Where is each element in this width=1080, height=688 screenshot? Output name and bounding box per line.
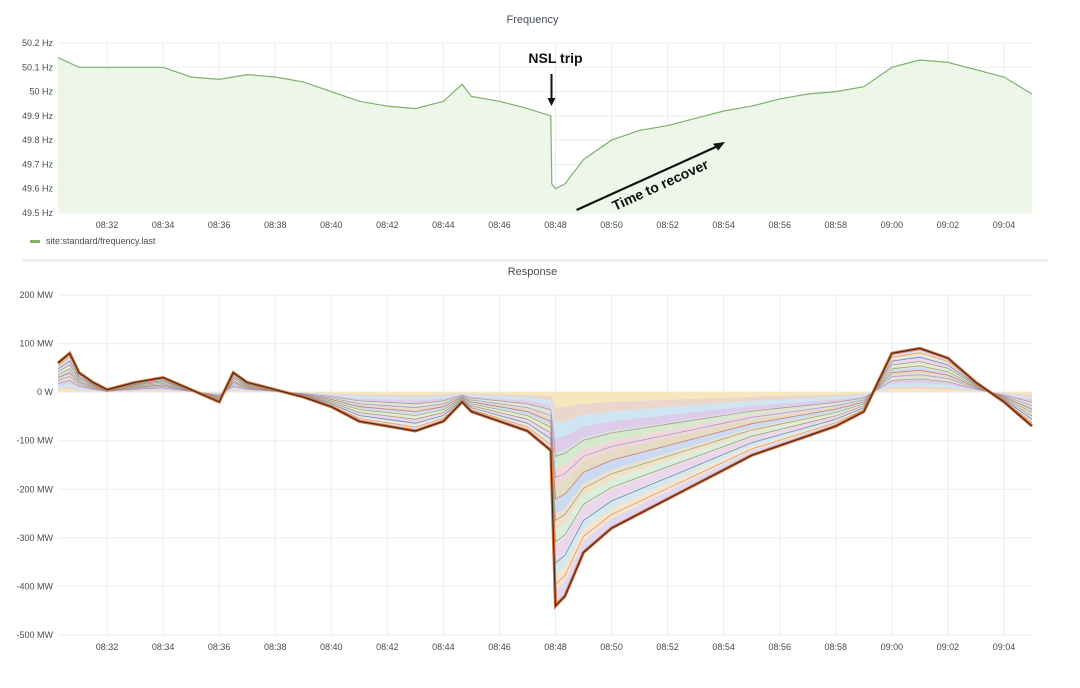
response-series-line xyxy=(57,374,1033,479)
response-x-tick-label: 08:58 xyxy=(825,642,848,652)
response-band xyxy=(58,389,1032,408)
frequency-y-tick-label: 49.5 Hz xyxy=(22,208,54,218)
response-x-tick-label: 09:00 xyxy=(881,642,904,652)
response-x-tick-label: 08:42 xyxy=(376,642,399,652)
response-y-tick-label: 200 MW xyxy=(19,290,53,300)
response-x-tick-label: 08:38 xyxy=(264,642,287,652)
frequency-y-tick-label: 50.1 Hz xyxy=(22,62,54,72)
response-x-tick-label: 09:04 xyxy=(993,642,1016,652)
response-series-line xyxy=(57,378,1033,457)
frequency-x-tick-label: 08:58 xyxy=(825,220,848,230)
frequency-x-tick-label: 08:54 xyxy=(712,220,735,230)
response-series-line xyxy=(57,365,1033,522)
frequency-y-tick-label: 50.2 Hz xyxy=(22,38,54,48)
frequency-x-tick-label: 09:02 xyxy=(937,220,960,230)
response-x-tick-label: 08:34 xyxy=(152,642,175,652)
annotation-arrow-down-head xyxy=(547,98,556,106)
frequency-chart-title: Frequency xyxy=(506,14,559,26)
panel-divider xyxy=(22,259,1048,262)
frequency-x-tick-label: 08:48 xyxy=(544,220,567,230)
response-total-line xyxy=(57,347,1033,608)
frequency-x-tick-label: 09:00 xyxy=(881,220,904,230)
response-y-tick-label: -400 MW xyxy=(16,581,53,591)
response-x-tick-label: 08:40 xyxy=(320,642,343,652)
response-x-tick-label: 08:32 xyxy=(96,642,119,652)
frequency-x-tick-label: 08:32 xyxy=(96,220,119,230)
frequency-y-tick-label: 49.8 Hz xyxy=(22,135,54,145)
legend-swatch xyxy=(30,239,40,243)
frequency-x-tick-label: 08:38 xyxy=(264,220,287,230)
annotation-arrow-recover-head xyxy=(712,142,725,151)
frequency-x-tick-label: 08:56 xyxy=(768,220,791,230)
frequency-x-tick-label: 08:46 xyxy=(488,220,511,230)
frequency-x-tick-label: 09:04 xyxy=(993,220,1016,230)
frequency-series-line xyxy=(57,57,1033,190)
response-x-tick-label: 08:50 xyxy=(600,642,623,652)
frequency-y-tick-label: 49.7 Hz xyxy=(22,159,54,169)
response-x-tick-label: 08:52 xyxy=(656,642,679,652)
response-y-tick-label: -200 MW xyxy=(16,484,53,494)
response-x-tick-label: 08:56 xyxy=(768,642,791,652)
response-x-tick-label: 08:54 xyxy=(712,642,735,652)
response-x-tick-label: 08:48 xyxy=(544,642,567,652)
response-y-tick-label: 0 W xyxy=(37,387,54,397)
annotation-nsl-trip: NSL trip xyxy=(528,50,582,66)
response-x-tick-label: 08:44 xyxy=(432,642,455,652)
frequency-legend[interactable]: site:standard/frequency.last xyxy=(30,236,155,246)
response-series-line xyxy=(57,369,1033,500)
annotation-arrow-recover xyxy=(576,144,720,212)
legend-label: site:standard/frequency.last xyxy=(46,236,156,246)
frequency-x-tick-label: 08:36 xyxy=(208,220,231,230)
response-x-tick-label: 08:36 xyxy=(208,642,231,652)
response-chart-title: Response xyxy=(507,266,558,278)
frequency-x-tick-label: 08:42 xyxy=(376,220,399,230)
frequency-y-tick-label: 49.9 Hz xyxy=(22,111,54,121)
frequency-y-tick-label: 49.6 Hz xyxy=(22,184,54,194)
response-x-tick-label: 08:46 xyxy=(488,642,511,652)
frequency-x-tick-label: 08:50 xyxy=(600,220,623,230)
response-y-tick-label: 100 MW xyxy=(19,339,53,349)
frequency-x-tick-label: 08:52 xyxy=(656,220,679,230)
response-y-tick-label: -300 MW xyxy=(16,533,53,543)
frequency-y-tick-label: 50 Hz xyxy=(29,87,53,97)
frequency-x-tick-label: 08:44 xyxy=(432,220,455,230)
frequency-x-tick-label: 08:34 xyxy=(152,220,175,230)
frequency-area xyxy=(58,57,1032,213)
frequency-x-tick-label: 08:40 xyxy=(320,220,343,230)
response-y-tick-label: -100 MW xyxy=(16,436,53,446)
response-x-tick-label: 09:02 xyxy=(937,642,960,652)
response-y-tick-label: -500 MW xyxy=(16,630,53,640)
